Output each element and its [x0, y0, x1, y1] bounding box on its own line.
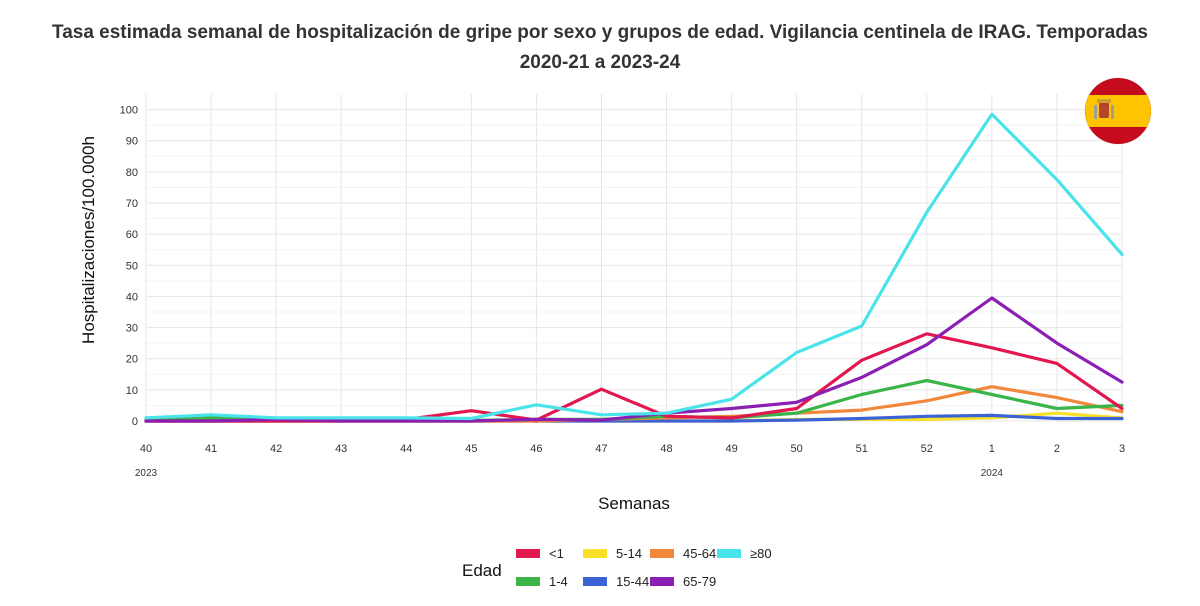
plot-area [146, 94, 1122, 421]
chart-title-line-1: Tasa estimada semanal de hospitalización… [52, 22, 1148, 43]
y-tick-label: 100 [120, 105, 138, 117]
x-tick-label: 46 [530, 443, 542, 455]
series-lines [144, 112, 1124, 423]
x-tick-label: 1 [989, 443, 995, 455]
legend: Edad <1 5-14 45-64 ≥80 1-4 15-44 65-79 [462, 546, 772, 589]
x-tick-label: 48 [660, 443, 672, 455]
x-axis-ticks: 40 41 42 43 44 45 46 47 48 49 50 51 52 1 2 3 2023 2024 [135, 443, 1125, 479]
legend-swatch [583, 549, 607, 558]
x-tick-label: 52 [921, 443, 933, 455]
chart-title: Tasa estimada semanal de hospitalización… [0, 18, 1200, 78]
legend-label: 15-44 [616, 574, 649, 589]
series-line-65-79 [144, 296, 1124, 423]
y-tick-label: 10 [126, 385, 138, 397]
x-tick-label: 44 [400, 443, 412, 455]
y-tick-label: 90 [126, 136, 138, 148]
y-tick-label: 70 [126, 198, 138, 210]
x-year-label: 2024 [981, 468, 1004, 479]
x-year-label: 2023 [135, 468, 158, 479]
legend-label: 65-79 [683, 574, 716, 589]
x-tick-label: 50 [791, 443, 803, 455]
legend-swatch [516, 577, 540, 586]
x-tick-label: 2 [1054, 443, 1060, 455]
series-line-≥80 [144, 112, 1124, 421]
x-tick-label: 40 [140, 443, 152, 455]
x-tick-label: 42 [270, 443, 282, 455]
legend-swatch [650, 577, 674, 586]
legend-label: 5-14 [616, 546, 642, 561]
legend-swatch [583, 577, 607, 586]
plot-background [146, 94, 1122, 421]
grid-lines [145, 94, 1123, 422]
x-tick-label: 45 [465, 443, 477, 455]
x-tick-label: 47 [595, 443, 607, 455]
legend-label: ≥80 [750, 546, 772, 561]
y-tick-label: 40 [126, 291, 138, 303]
legend-title: Edad [462, 561, 502, 580]
x-tick-label: 49 [725, 443, 737, 455]
y-tick-label: 50 [126, 260, 138, 272]
y-tick-label: 30 [126, 323, 138, 335]
chart-title-line-2: 2020-21 a 2023-24 [519, 52, 681, 73]
legend-swatch [650, 549, 674, 558]
y-tick-label: 60 [126, 229, 138, 241]
legend-swatch [516, 549, 540, 558]
y-tick-label: 0 [132, 416, 138, 428]
legend-label: 45-64 [683, 546, 716, 561]
y-axis-title: Hospitalizaciones/100.000h [79, 136, 98, 344]
spain-flag-icon [1084, 77, 1152, 145]
x-tick-label: 41 [205, 443, 217, 455]
x-tick-label: 3 [1119, 443, 1125, 455]
legend-swatch [717, 549, 741, 558]
legend-label: 1-4 [549, 574, 568, 589]
legend-label: <1 [549, 546, 564, 561]
x-tick-label: 51 [856, 443, 868, 455]
y-axis-ticks: 0 10 20 30 40 50 60 70 80 90 100 [120, 105, 138, 428]
x-axis-title: Semanas [598, 494, 670, 513]
x-tick-label: 43 [335, 443, 347, 455]
y-tick-label: 80 [126, 167, 138, 179]
y-tick-label: 20 [126, 354, 138, 366]
